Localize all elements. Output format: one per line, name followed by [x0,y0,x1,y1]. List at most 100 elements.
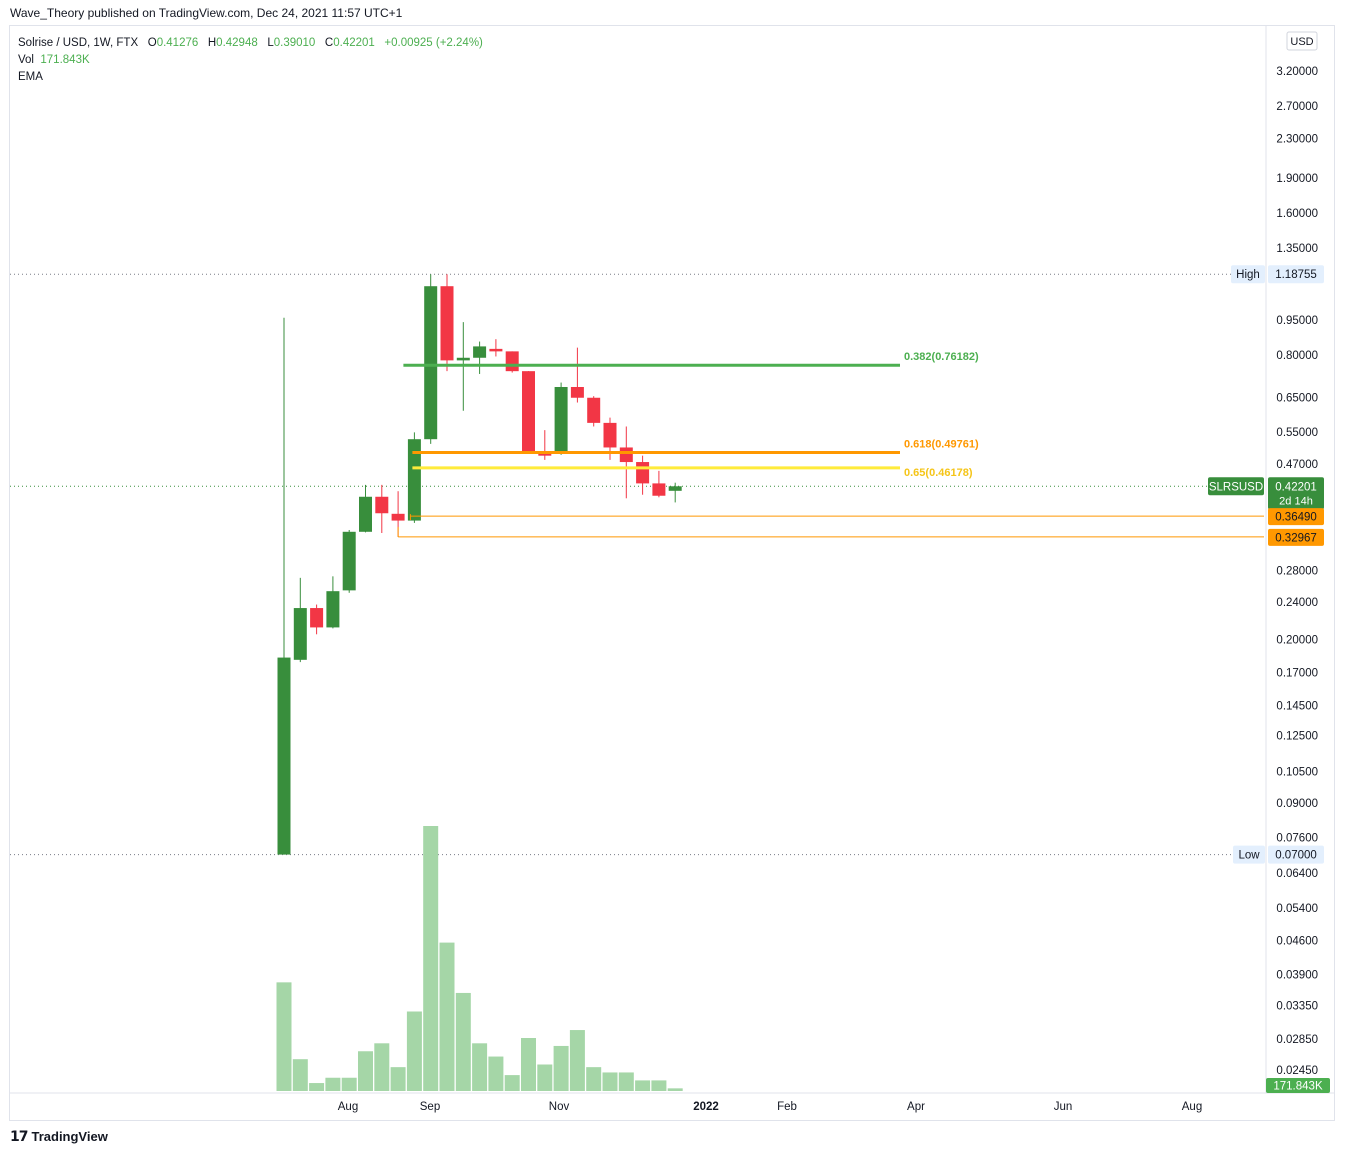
time-axis: Aug Sep Nov 2022 Feb Apr Jun Aug [338,1101,1202,1113]
volume-bar [618,1072,634,1091]
candle-body [424,286,438,440]
axis-badges: High 1.18755 Low 0.07000 SLRSUSD 0.42201 2d 14… [1208,265,1330,1093]
volume-bar [537,1064,553,1091]
price-tick-label: 3.20000 [1276,66,1318,78]
candle-body [636,462,650,484]
low-tag: Low [1238,850,1260,862]
price-tick-label: 0.28000 [1276,565,1318,577]
candle-body [587,397,601,423]
low-value-badge: 0.07000 [1275,850,1317,862]
price-tick-label: 1.35000 [1276,243,1318,255]
price-tick-label: 0.04600 [1276,936,1318,948]
price-tick-label: 0.17000 [1276,668,1318,680]
candle-body [603,422,617,448]
candle-body [326,591,340,628]
high-tag: High [1236,269,1260,281]
guide-lines [10,26,1334,1094]
volume-bar [586,1067,602,1091]
volume-bar [553,1045,569,1091]
publish-line: Wave_Theory published on TradingView.com… [10,6,403,20]
legend-high: 0.42948 [216,37,258,49]
price-tick-label: 0.24000 [1276,597,1318,609]
volume-bar [635,1080,651,1091]
legend-row-ohlc: Solrise / USD, 1W, FTX O0.41276 H0.42948… [18,35,483,52]
last-price-badge-bg [1268,477,1324,510]
level-value-badge-bg [1268,528,1324,546]
high-value-badge: 1.18755 [1275,269,1317,281]
candle-body [505,351,519,372]
price-tick-label: 0.07600 [1276,833,1318,845]
candle-body [391,513,405,521]
price-tick-label: 0.09000 [1276,798,1318,810]
price-tick-label: 0.14500 [1276,700,1318,712]
legend-close: 0.42201 [333,37,375,49]
fib-label: 0.618(0.49761) [904,439,979,451]
volume-bar [390,1067,406,1091]
price-tick-label: 0.03900 [1276,969,1318,981]
volume-bar [341,1077,357,1091]
volume-bar [423,826,439,1091]
candle-body [489,348,503,352]
volume-bar [602,1072,618,1091]
candle-body [668,486,682,491]
high-tag-bg [1231,265,1265,284]
candle-body [473,346,487,358]
legend-ema-label: EMA [18,71,43,83]
time-tick-label: Aug [1182,1101,1202,1113]
fib-label: 0.65(0.46178) [904,467,973,479]
legend-c-label: C [324,37,334,49]
price-tick-label: 0.80000 [1276,350,1318,362]
candle-body [456,357,470,361]
candle-body [619,447,633,463]
volume-bar [521,1038,536,1091]
candle-body [522,371,535,452]
volume-bar [439,942,455,1091]
legend-change: +0.00925 (+2.24%) [384,37,483,49]
symbol-tag-bg [1208,477,1264,496]
time-tick-label: Nov [549,1101,570,1113]
candles [277,274,682,855]
volume-bar [406,1011,422,1091]
legend-symbol: Solrise / USD, 1W, FTX [18,37,139,49]
candle-body [652,483,666,496]
legend-vol-value: 171.843K [40,54,90,66]
price-tick-label: 0.95000 [1276,315,1318,327]
price-tick-label: 0.06400 [1276,868,1318,880]
volume-bar [488,1056,504,1091]
tradingview-brand: TradingView [31,1129,108,1144]
currency-label: USD [1290,36,1313,48]
volume-bar [569,1030,585,1091]
price-tick-label: 0.55000 [1276,427,1318,439]
volume-bar [472,1043,488,1091]
low-value-badge-bg [1268,845,1324,864]
tradingview-footer[interactable]: 𝟭𝟳 TradingView [10,1128,108,1145]
legend-row-vol: Vol 171.843K [18,52,483,69]
low-tag-bg [1233,845,1265,864]
fib-label: 0.382(0.76182) [904,351,979,363]
volume-value-badge: 171.843K [1273,1081,1323,1093]
volume-bar [667,1088,683,1091]
tradingview-logo-icon: 𝟭𝟳 [10,1128,29,1144]
price-tick-label: 2.70000 [1276,101,1318,113]
currency-box [1286,31,1318,51]
countdown-label: 2d 14h [1279,495,1313,507]
legend-row-ema: EMA [18,69,483,86]
volume-value-badge-bg [1266,1078,1330,1093]
volume-bar [309,1083,325,1091]
symbol-tag: SLRSUSD [1209,481,1263,493]
candle-body [440,286,454,361]
volume-bar [455,992,471,1091]
candle-body [277,657,291,855]
chart-frame [9,25,1335,1121]
time-tick-label: 2022 [693,1101,719,1113]
legend-low: 0.39010 [273,37,316,49]
volume-bar [325,1077,341,1091]
level-value-badge: 0.32967 [1275,532,1317,544]
legend-h-label: H [207,37,217,49]
price-tick-label: 0.20000 [1276,634,1318,646]
price-tick-label: 2.30000 [1276,134,1318,146]
time-tick-label: Apr [907,1101,925,1113]
candle-body [407,439,421,521]
high-value-badge-bg [1268,265,1324,284]
